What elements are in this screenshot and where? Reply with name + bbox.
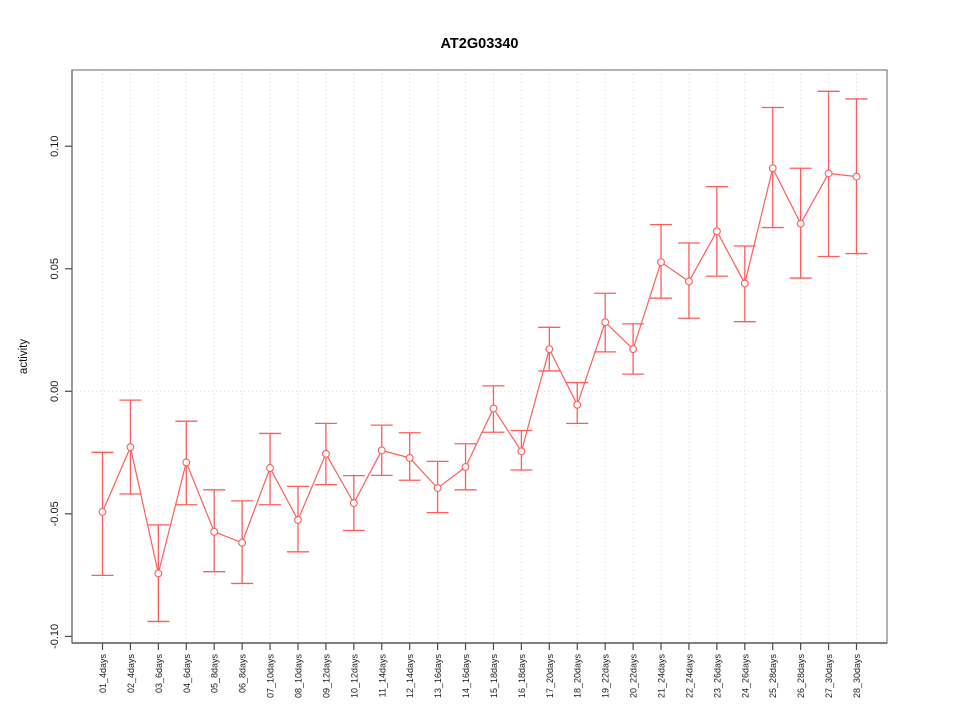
x-tick-label: 24_26days	[740, 654, 750, 699]
x-tick-label: 13_16days	[433, 654, 443, 699]
data-point	[461, 463, 470, 471]
x-tick-label: 03_6days	[154, 654, 164, 694]
data-point	[98, 507, 107, 516]
data-point	[154, 569, 163, 578]
data-point	[377, 446, 386, 455]
x-tick-label: 07_10days	[266, 654, 276, 699]
data-point	[517, 447, 526, 456]
data-point	[768, 164, 777, 173]
data-point	[601, 318, 610, 327]
x-tick-label: 06_8days	[238, 654, 248, 694]
data-point	[238, 538, 247, 547]
y-axis-label: activity	[18, 339, 30, 374]
y-tick-label: -0.10	[49, 624, 61, 649]
data-point	[573, 400, 582, 409]
data-point	[740, 279, 749, 288]
x-tick-label: 15_18days	[489, 654, 499, 699]
x-tick-label: 09_12days	[321, 654, 331, 699]
data-point	[657, 258, 665, 267]
y-tick-label: 0.10	[49, 136, 61, 157]
data-point	[405, 454, 414, 462]
axis-layer: -0.10 -0.05 0.00 0.05 0.10 01_4days 02_4days 03…	[49, 69, 888, 699]
y-tick-label: -0.05	[49, 501, 61, 526]
x-tick-label: 21_24days	[657, 654, 667, 699]
data-point	[210, 527, 219, 536]
x-tick-label: 20_22days	[629, 654, 639, 699]
x-tick-label: 17_20days	[545, 654, 555, 699]
data-point	[294, 516, 302, 524]
x-tick-label: 04_6days	[182, 654, 192, 694]
x-tick-label: 27_30days	[824, 654, 834, 699]
chart-title: AT2G03340	[441, 36, 519, 52]
x-tick-label: 10_12days	[349, 654, 359, 699]
data-point	[629, 345, 638, 354]
x-tick-label: 16_18days	[517, 654, 527, 699]
x-tick-label: 05_8days	[210, 654, 220, 694]
data-point	[321, 449, 330, 458]
data-point	[712, 227, 721, 236]
x-tick-label: 12_14days	[405, 654, 415, 699]
x-tick-label: 11_14days	[377, 654, 387, 698]
data-point	[126, 443, 135, 452]
grid-layer	[72, 70, 887, 643]
data-point	[349, 499, 358, 508]
x-tick-label: 18_20days	[573, 654, 583, 699]
x-tick-label: 23_26days	[712, 654, 722, 699]
x-tick-label: 08_10days	[293, 654, 303, 699]
data-point	[433, 484, 442, 493]
x-tick-label: 01_4days	[98, 654, 108, 694]
x-tick-label: 22_24days	[684, 654, 694, 699]
data-point	[852, 172, 861, 181]
data-point	[489, 404, 498, 413]
series-line	[101, 166, 857, 574]
data-point	[684, 277, 693, 286]
data-point	[266, 464, 275, 472]
data-point	[824, 169, 833, 178]
plot-border	[71, 69, 888, 644]
x-tick-label: 19_22days	[601, 654, 611, 699]
x-tick-label: 02_4days	[126, 654, 136, 694]
data-point	[182, 458, 191, 467]
data-point	[796, 219, 805, 228]
y-tick-label: 0.00	[49, 381, 61, 402]
y-tick-label: 0.05	[49, 258, 61, 279]
x-tick-label: 28_30days	[852, 654, 862, 699]
data-point	[545, 345, 554, 354]
x-tick-label: 26_28days	[796, 654, 806, 699]
data-layer	[91, 90, 868, 623]
x-tick-label: 25_28days	[768, 654, 778, 699]
x-tick-label: 14_16days	[461, 654, 471, 699]
